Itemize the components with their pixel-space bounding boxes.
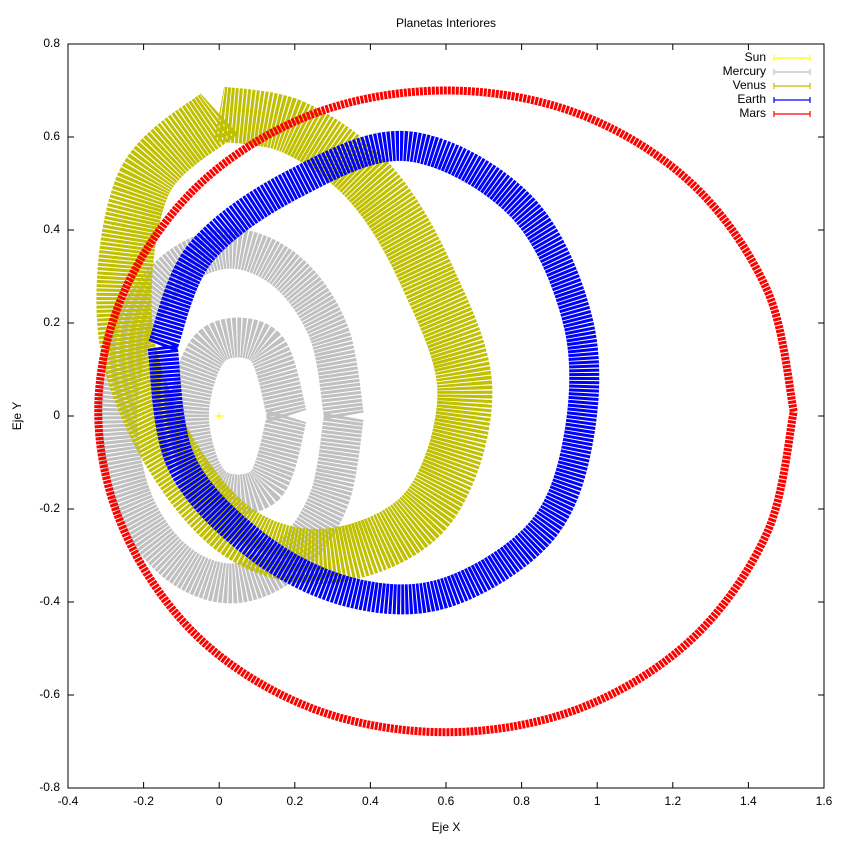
legend-swatch bbox=[773, 69, 811, 75]
x-tick-label: 1.2 bbox=[664, 794, 681, 808]
x-tick-label: 1.4 bbox=[740, 794, 757, 808]
legend-label: Venus bbox=[733, 78, 766, 92]
x-tick-label: 0.2 bbox=[286, 794, 303, 808]
legend-swatch bbox=[773, 83, 811, 89]
x-tick-label: 0 bbox=[216, 794, 223, 808]
x-tick-label: -0.2 bbox=[133, 794, 154, 808]
y-tick-label: 0 bbox=[53, 408, 60, 422]
series-line bbox=[97, 228, 364, 604]
legend-label: Sun bbox=[745, 50, 766, 64]
y-tick-label: 0.8 bbox=[43, 36, 60, 50]
x-tick-label: -0.4 bbox=[58, 794, 79, 808]
legend-label: Mars bbox=[739, 106, 766, 120]
x-tick-label: 1.6 bbox=[816, 794, 833, 808]
legend-swatch bbox=[773, 97, 811, 103]
y-tick-label: -0.4 bbox=[39, 594, 60, 608]
y-tick-label: 0.2 bbox=[43, 315, 60, 329]
series-line bbox=[94, 86, 798, 737]
y-axis-label: Eje Y bbox=[10, 402, 24, 430]
y-tick-label: 0.6 bbox=[43, 129, 60, 143]
x-tick-label: 0.4 bbox=[362, 794, 379, 808]
chart-title: Planetas Interiores bbox=[396, 16, 496, 30]
y-tick-label: -0.8 bbox=[39, 780, 60, 794]
y-tick-label: 0.4 bbox=[43, 222, 60, 236]
y-tick-label: -0.6 bbox=[39, 687, 60, 701]
x-tick-label: 1 bbox=[594, 794, 601, 808]
series-point bbox=[215, 412, 224, 420]
legend-swatch bbox=[773, 111, 811, 117]
legend-swatch bbox=[773, 55, 811, 61]
legend-label: Mercury bbox=[723, 64, 766, 78]
x-axis-label: Eje X bbox=[432, 820, 461, 834]
legend-label: Earth bbox=[737, 92, 766, 106]
x-tick-label: 0.8 bbox=[513, 794, 530, 808]
x-tick-label: 0.6 bbox=[438, 794, 455, 808]
series-line bbox=[147, 130, 600, 615]
y-tick-label: -0.2 bbox=[39, 501, 60, 515]
